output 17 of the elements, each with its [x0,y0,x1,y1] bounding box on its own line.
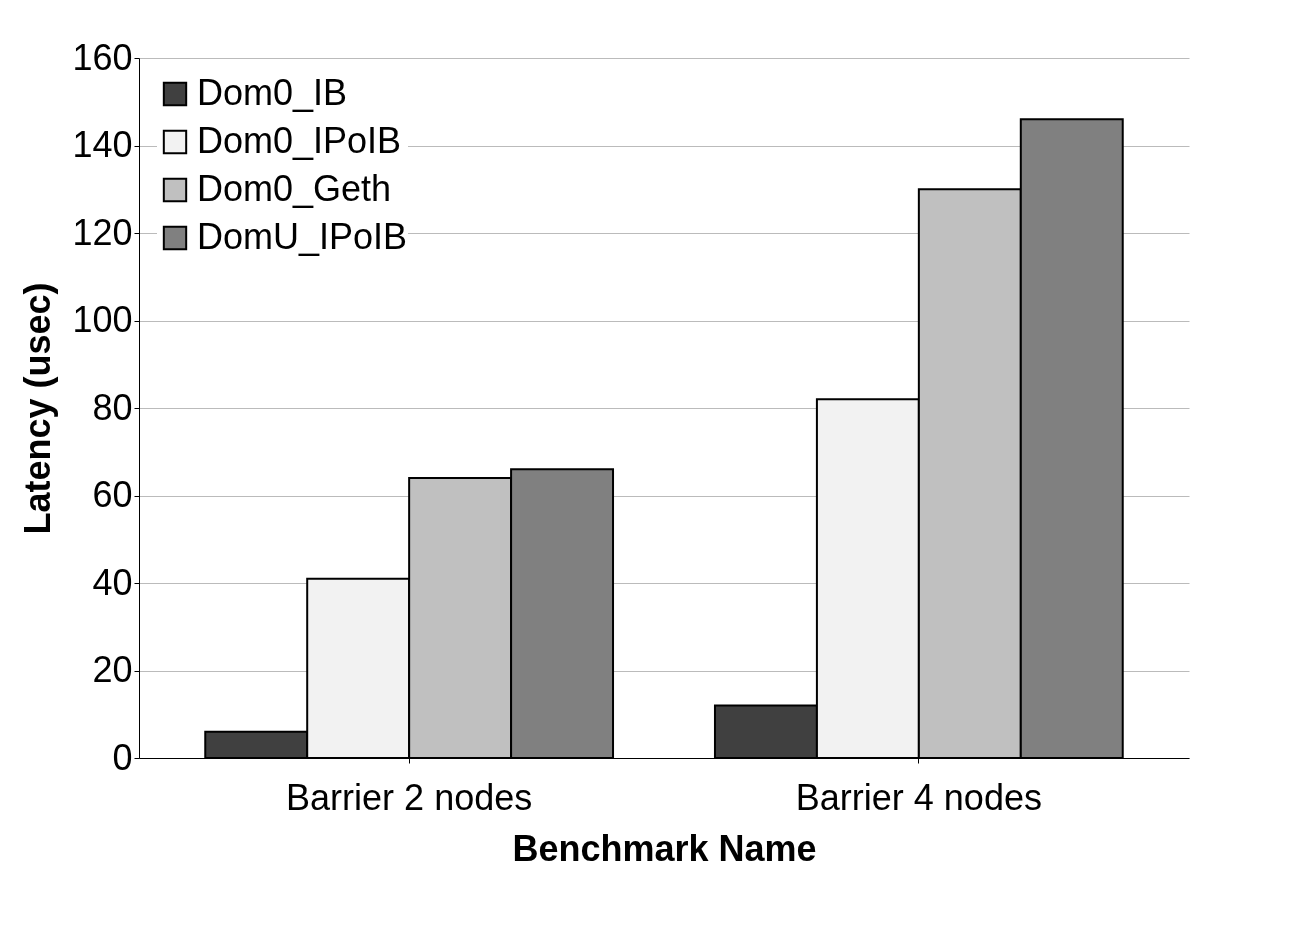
y-tick-label: 140 [72,124,133,165]
legend-label: Dom0_Geth [197,168,392,209]
legend-label: Dom0_IB [197,72,348,113]
y-tick-label: 60 [92,474,133,515]
y-tick-label: 0 [112,736,133,778]
y-tick-label: 40 [92,561,133,603]
x-axis-title: Benchmark Name [512,827,817,869]
legend-label: DomU_IPoIB [197,216,408,257]
y-tick-label: 160 [72,36,133,78]
x-tick-label: Barrier 4 nodes [795,776,1042,818]
y-tick-label: 100 [72,299,133,340]
y-tick-label: 120 [72,211,133,253]
legend-label: Dom0_IPoIB [197,120,402,161]
y-tick-label: 80 [92,386,133,428]
y-tick-label: 20 [92,649,133,690]
x-tick-label: Barrier 2 nodes [286,776,533,818]
y-axis-title: Latency (usec) [17,282,59,535]
